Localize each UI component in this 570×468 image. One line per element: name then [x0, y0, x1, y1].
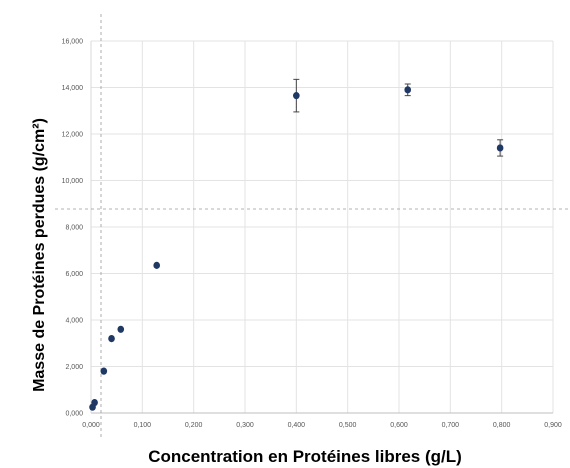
x-tick-label: 0,200: [185, 422, 203, 429]
gridlines: [91, 40, 554, 413]
dashed-guide-lines: [55, 14, 568, 440]
error-bars: [293, 78, 504, 157]
x-axis-title: Concentration en Protéines libres (g/L): [148, 447, 462, 466]
x-tick-label: 0,000: [82, 422, 100, 429]
x-tick-label: 0,100: [134, 422, 152, 429]
data-point: [100, 367, 108, 375]
y-tick-label: 4,000: [65, 318, 83, 325]
y-tick-label: 12,000: [62, 132, 84, 139]
y-tick-label: 16,000: [62, 39, 84, 46]
y-axis-title: Masse de Protéines perdues (g/cm²): [31, 118, 48, 392]
y-tick-label: 0,000: [65, 411, 83, 418]
x-tick-label: 0,800: [493, 422, 511, 429]
data-point: [117, 325, 125, 333]
y-tick-label: 8,000: [65, 225, 83, 232]
data-point: [108, 335, 115, 343]
x-tick-label: 0,900: [544, 422, 562, 429]
y-tick-label: 10,000: [62, 178, 84, 185]
x-tick-label: 0,700: [442, 422, 460, 429]
data-point: [496, 144, 504, 152]
data-points: [89, 86, 504, 411]
x-tick-label: 0,600: [390, 422, 408, 429]
x-tick-label: 0,400: [288, 422, 306, 429]
y-tick-labels: 0,000 2,000 4,000 6,000 8,000 10,000 12,000 14,…: [62, 39, 84, 418]
y-tick-label: 2,000: [65, 364, 83, 371]
data-point: [404, 86, 412, 94]
data-point: [91, 398, 98, 407]
x-tick-label: 0,300: [236, 422, 254, 429]
y-tick-label: 6,000: [65, 271, 83, 278]
data-point: [153, 261, 161, 269]
x-tick-label: 0,500: [339, 422, 357, 429]
y-tick-label: 14,000: [62, 85, 84, 92]
x-tick-labels: 0,000 0,100 0,200 0,300 0,400 0,500 0,600 0,700…: [82, 422, 562, 429]
axes: [90, 41, 553, 414]
data-point: [293, 92, 300, 100]
